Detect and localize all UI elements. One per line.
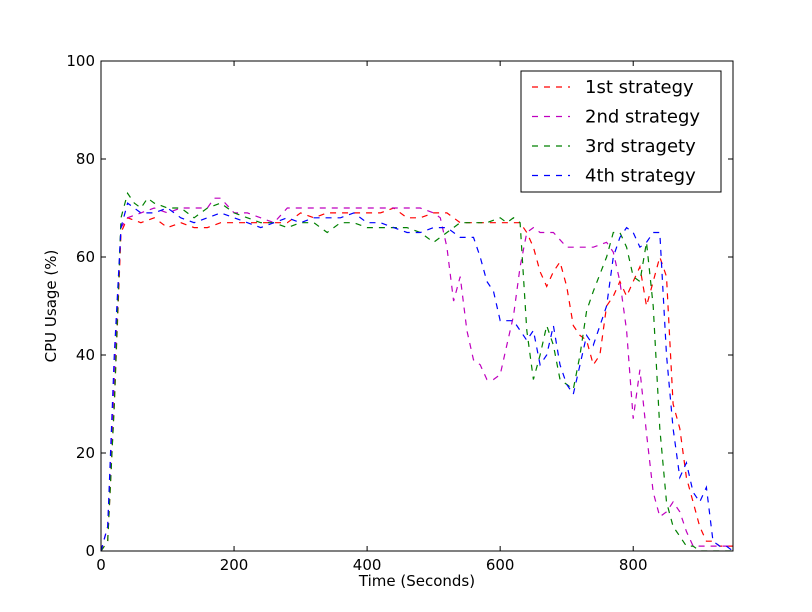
x-axis-label: Time (Seconds) (358, 572, 475, 590)
x-tick-label: 600 (486, 556, 515, 574)
legend-label-4: 4th strategy (585, 166, 696, 187)
y-tick-label: 20 (76, 444, 95, 462)
legend-label-1: 1st strategy (585, 77, 694, 98)
series-line-3 (101, 191, 733, 551)
x-tick-label: 400 (353, 556, 382, 574)
plot-series (101, 191, 733, 551)
legend: 1st strategy 2nd strategy 3rd stragety 4th … (520, 70, 722, 193)
y-tick-label: 40 (76, 346, 95, 364)
plot-frame (100, 60, 734, 552)
axis-ticks: 0 200 400 600 800 0 20 40 60 80 100 (66, 52, 733, 574)
y-tick-label: 100 (66, 52, 95, 70)
x-tick-label: 0 (96, 556, 106, 574)
legend-box (520, 70, 722, 193)
series-line-4 (101, 202, 733, 551)
y-axis-label: CPU Usage (%) (42, 250, 60, 363)
x-tick-label: 200 (220, 556, 249, 574)
y-tick-label: 0 (85, 542, 95, 560)
y-tick-label: 60 (76, 248, 95, 266)
series-line-1 (101, 207, 733, 551)
legend-label-3: 3rd stragety (585, 136, 696, 157)
legend-label-2: 2nd strategy (585, 107, 700, 128)
y-tick-label: 80 (76, 150, 95, 168)
x-tick-label: 800 (619, 556, 648, 574)
